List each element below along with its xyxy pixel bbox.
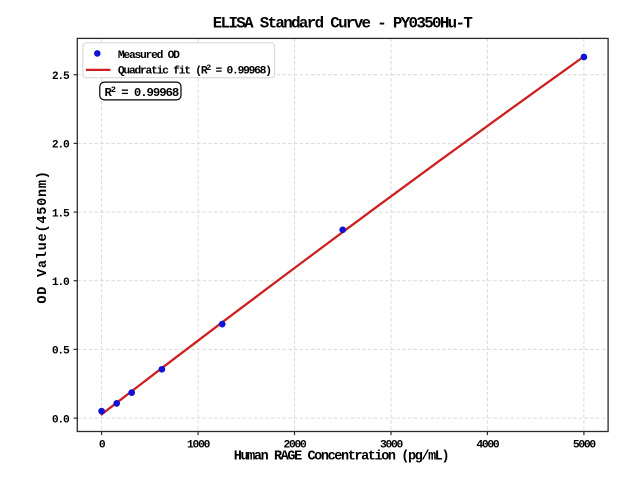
svg-text:2.0: 2.0 bbox=[52, 140, 70, 152]
svg-text:R2 = 0.99968: R2 = 0.99968 bbox=[105, 85, 179, 100]
svg-text:4000: 4000 bbox=[476, 440, 500, 452]
svg-text:ELISA Standard Curve - PY0350H: ELISA Standard Curve - PY0350Hu-T bbox=[213, 15, 474, 33]
svg-text:0: 0 bbox=[99, 440, 106, 452]
svg-text:1.0: 1.0 bbox=[52, 277, 70, 289]
svg-text:Measured OD: Measured OD bbox=[118, 50, 180, 62]
svg-text:OD Value(450nm): OD Value(450nm) bbox=[36, 170, 51, 303]
svg-text:1.5: 1.5 bbox=[52, 208, 70, 220]
svg-text:0.0: 0.0 bbox=[52, 414, 70, 426]
svg-text:Quadratic fit (R2 = 0.99968): Quadratic fit (R2 = 0.99968) bbox=[118, 64, 271, 78]
svg-text:2.5: 2.5 bbox=[52, 71, 70, 83]
svg-text:Human RAGE Concentration (pg/m: Human RAGE Concentration (pg/mL) bbox=[234, 450, 448, 465]
svg-text:0.5: 0.5 bbox=[52, 346, 70, 358]
svg-text:1000: 1000 bbox=[187, 440, 211, 452]
svg-text:3000: 3000 bbox=[380, 440, 404, 452]
svg-text:2000: 2000 bbox=[283, 440, 307, 452]
svg-text:5000: 5000 bbox=[573, 440, 597, 452]
